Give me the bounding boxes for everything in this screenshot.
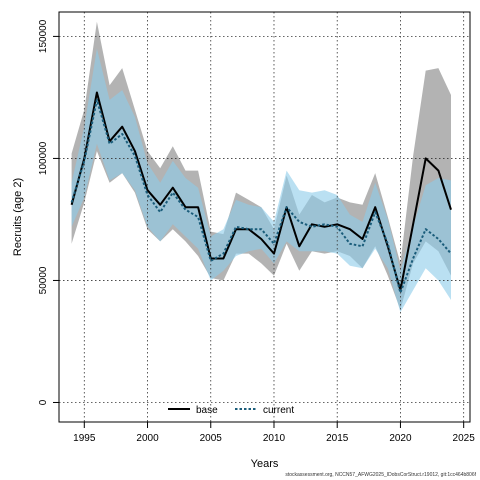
y-tick-label-150000: 150000 [38, 19, 49, 53]
x-axis-title: Years [251, 458, 279, 470]
y-tick-label-50000: 50000 [38, 266, 49, 294]
line-current [70, 98, 452, 294]
y-tick-label-0: 0 [38, 399, 49, 405]
x-tick-label-2025: 2025 [453, 433, 476, 444]
y-axis: 0 50000 100000 150000 [38, 19, 59, 405]
legend-label-base: base [196, 405, 218, 416]
grid-lines [59, 12, 470, 422]
x-axis: 1995 2000 2005 2010 2015 2020 2025 [73, 422, 475, 444]
x-tick-label-2015: 2015 [326, 433, 349, 444]
x-tick-label-2000: 2000 [136, 433, 159, 444]
x-tick-label-2010: 2010 [263, 433, 286, 444]
legend: base current [168, 405, 294, 416]
plot-border [58, 11, 471, 423]
series-lines [70, 91, 452, 294]
y-axis-title: Recruits (age 2) [12, 178, 24, 256]
footer-source: stockassessment.org, NCCN57_AFWG2025_IDo… [285, 472, 476, 478]
x-tick-label-1995: 1995 [73, 433, 96, 444]
band-current [71, 48, 451, 313]
legend-label-current: current [263, 405, 294, 416]
x-tick-label-2020: 2020 [389, 433, 412, 444]
x-tick-label-2005: 2005 [200, 433, 223, 444]
y-tick-label-100000: 100000 [38, 141, 49, 175]
confidence-bands [71, 21, 451, 313]
